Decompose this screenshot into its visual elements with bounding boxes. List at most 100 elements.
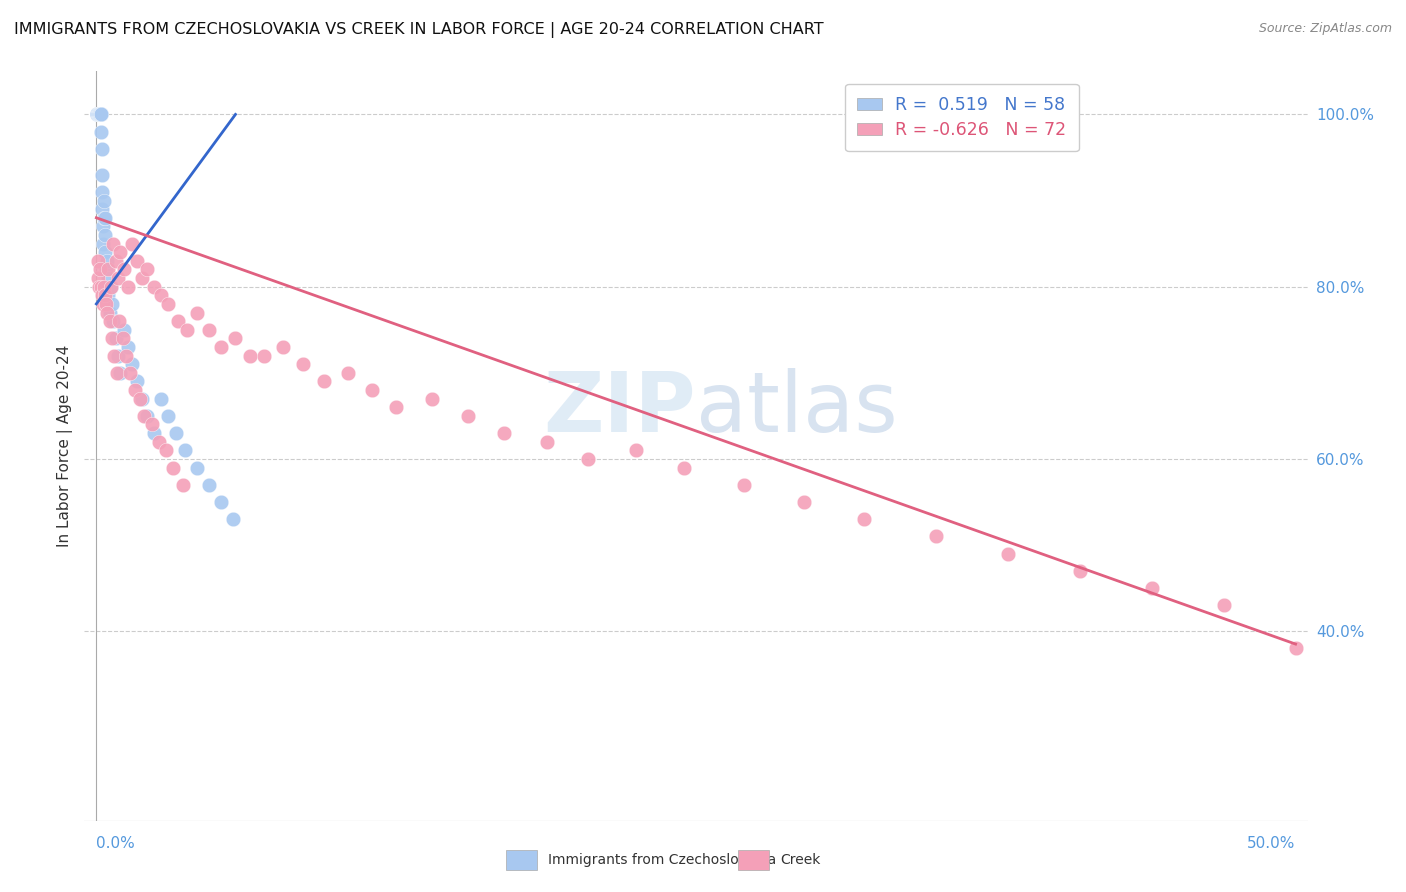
- Point: [93, 211, 115, 225]
- Point: [253, 349, 276, 363]
- Point: [186, 305, 208, 319]
- Point: [87, 107, 110, 121]
- Point: [127, 253, 149, 268]
- Point: [104, 253, 127, 268]
- Text: IMMIGRANTS FROM CZECHOSLOVAKIA VS CREEK IN LABOR FORCE | AGE 20-24 CORRELATION C: IMMIGRANTS FROM CZECHOSLOVAKIA VS CREEK …: [14, 22, 824, 38]
- Point: [176, 323, 198, 337]
- Point: [91, 236, 114, 251]
- Point: [98, 314, 121, 328]
- Text: Immigrants from Czechoslovakia: Immigrants from Czechoslovakia: [548, 853, 776, 867]
- Point: [174, 443, 197, 458]
- Point: [186, 460, 208, 475]
- Point: [385, 401, 408, 415]
- Point: [733, 477, 755, 491]
- Point: [124, 383, 146, 397]
- Point: [94, 297, 117, 311]
- Point: [1069, 564, 1091, 578]
- Legend: R =  0.519   N = 58, R = -0.626   N = 72: R = 0.519 N = 58, R = -0.626 N = 72: [845, 84, 1078, 151]
- Point: [361, 383, 384, 397]
- Point: [142, 279, 165, 293]
- Point: [112, 323, 135, 337]
- Point: [94, 227, 117, 242]
- Point: [86, 253, 108, 268]
- Point: [117, 340, 139, 354]
- Point: [89, 107, 111, 121]
- Point: [127, 375, 149, 389]
- Point: [1140, 581, 1163, 595]
- Point: [93, 288, 117, 302]
- Point: [101, 331, 124, 345]
- Point: [135, 262, 157, 277]
- Point: [93, 211, 115, 225]
- Point: [110, 366, 132, 380]
- Point: [105, 366, 128, 380]
- Point: [115, 349, 138, 363]
- Point: [90, 279, 112, 293]
- Point: [87, 107, 110, 121]
- Point: [104, 331, 127, 345]
- Point: [239, 349, 262, 363]
- Point: [576, 451, 599, 466]
- Y-axis label: In Labor Force | Age 20-24: In Labor Force | Age 20-24: [58, 345, 73, 547]
- Point: [100, 279, 122, 293]
- Text: atlas: atlas: [696, 368, 897, 449]
- Point: [89, 107, 111, 121]
- Point: [117, 279, 139, 293]
- Point: [107, 349, 129, 363]
- Point: [142, 426, 165, 441]
- Point: [90, 288, 112, 302]
- Point: [101, 297, 124, 311]
- Point: [103, 349, 125, 363]
- Point: [97, 288, 120, 302]
- Point: [89, 279, 111, 293]
- Point: [997, 547, 1019, 561]
- Point: [87, 107, 110, 121]
- Point: [150, 392, 173, 406]
- Point: [86, 107, 108, 121]
- Point: [314, 375, 336, 389]
- Point: [90, 168, 112, 182]
- Point: [91, 297, 114, 311]
- Point: [118, 366, 141, 380]
- Text: 50.0%: 50.0%: [1247, 836, 1295, 851]
- Point: [87, 107, 110, 121]
- Point: [209, 495, 232, 509]
- Point: [198, 323, 221, 337]
- Point: [96, 253, 118, 268]
- Point: [89, 262, 111, 277]
- Point: [110, 245, 132, 260]
- Point: [128, 392, 150, 406]
- Point: [222, 512, 245, 526]
- Point: [172, 477, 194, 491]
- Point: [155, 443, 177, 458]
- Point: [90, 107, 112, 121]
- Point: [131, 392, 153, 406]
- Point: [91, 202, 114, 216]
- Point: [148, 434, 170, 449]
- Point: [100, 279, 122, 293]
- Point: [93, 194, 115, 208]
- Point: [121, 236, 143, 251]
- Point: [457, 409, 479, 423]
- Point: [87, 107, 110, 121]
- Point: [90, 107, 112, 121]
- Point: [1212, 599, 1234, 613]
- Point: [131, 271, 153, 285]
- Point: [134, 409, 156, 423]
- Text: Source: ZipAtlas.com: Source: ZipAtlas.com: [1258, 22, 1392, 36]
- Point: [96, 279, 118, 293]
- Point: [97, 271, 120, 285]
- Point: [107, 271, 129, 285]
- Point: [90, 107, 112, 121]
- Point: [91, 185, 114, 199]
- Point: [111, 331, 134, 345]
- Point: [86, 107, 108, 121]
- Point: [90, 142, 112, 156]
- Point: [167, 314, 190, 328]
- Point: [494, 426, 516, 441]
- Point: [112, 262, 135, 277]
- Point: [536, 434, 558, 449]
- Point: [224, 331, 246, 345]
- Point: [165, 426, 187, 441]
- Point: [96, 305, 118, 319]
